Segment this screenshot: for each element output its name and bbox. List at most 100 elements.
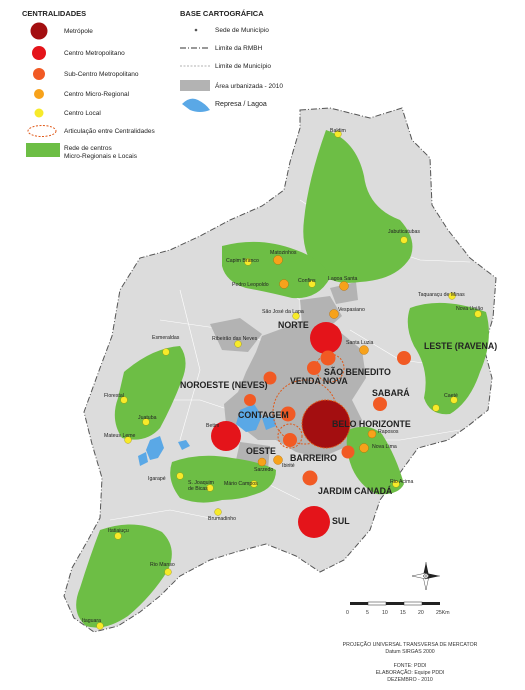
region-label: SABARÁ [372, 388, 410, 398]
place-label: Nova Lima [372, 444, 397, 450]
micro-regional-matozinhos-marker[interactable] [273, 255, 283, 265]
region-label: LESTE (RAVENA) [424, 341, 497, 351]
scale-tick: 5 [366, 610, 369, 616]
sub-centro-oeste-marker[interactable] [283, 433, 297, 447]
micro-regional-sarzedo-marker[interactable] [257, 457, 267, 467]
local-center-marker[interactable] [114, 532, 122, 540]
footer-projection: PROJEÇÃO UNIVERSAL TRANSVERSA DE MERCATO… [343, 641, 478, 648]
region-label: SÃO BENEDITO [324, 367, 391, 377]
legend-item-label: Represa / Lagoa [215, 101, 267, 108]
centro-metropolitano-sul-marker[interactable] [298, 506, 330, 538]
legend-item-label: Limite da RMBH [215, 45, 263, 52]
scale-tick: 0 [346, 610, 349, 616]
local-center-marker[interactable] [234, 340, 242, 348]
place-label: Brumadinho [208, 516, 236, 522]
local-center-marker[interactable] [124, 436, 132, 444]
place-label: Ibirité [282, 463, 295, 469]
place-label: Rio Manso [150, 562, 175, 568]
local-center-marker[interactable] [308, 280, 316, 288]
legend-network-swatch [26, 143, 60, 157]
region-labels: NORTE SÃO BENEDITO LESTE (RAVENA) NOROES… [180, 320, 497, 526]
sub-centro-sao-benedito-marker[interactable] [320, 350, 336, 366]
local-center-marker[interactable] [142, 418, 150, 426]
legend-network-label: Rede de centros Micro-Regionais e Locais [64, 145, 138, 160]
micro-regional-nova-lima-marker[interactable] [359, 443, 369, 453]
region-label: NOROESTE (NEVES) [180, 380, 268, 390]
legend-base-title: BASE CARTOGRÁFICA [180, 9, 264, 18]
metropole-marker[interactable] [301, 399, 351, 449]
sub-centro-venda-nova-marker[interactable] [307, 361, 321, 375]
local-center-marker[interactable] [292, 312, 300, 320]
legend-network-line2: Micro-Regionais e Locais [64, 153, 138, 160]
place-label: Betim [206, 423, 219, 429]
sub-centro-barreiro-marker[interactable] [302, 470, 318, 486]
local-center-marker[interactable] [392, 480, 400, 488]
legend-item-label: Área urbanizada - 2010 [215, 81, 283, 90]
place-label: Itatiaiuçu [108, 528, 129, 534]
local-center-marker[interactable] [474, 310, 482, 318]
place-label: Sarzedo [254, 467, 273, 473]
legend-sede-swatch [194, 28, 198, 32]
legend-urban-swatch [180, 80, 210, 91]
legend-local-swatch [34, 108, 44, 118]
footer-datum: Datum SIRGAS 2000 [385, 649, 434, 655]
footer-elaboration: ELABORAÇÃO: Equipe PDDI [376, 669, 445, 676]
legend-micro-regional-swatch [34, 89, 44, 99]
micro-regional-vespasiano-marker[interactable] [329, 309, 339, 319]
place-label: Lagoa Santa [328, 276, 358, 282]
north-arrow-icon [411, 562, 440, 591]
local-center-marker[interactable] [400, 236, 408, 244]
local-center-marker[interactable] [164, 568, 172, 576]
legend-item-label: Sub-Centro Metropolitano [64, 71, 139, 78]
place-label: Esmeraldas [152, 335, 180, 341]
local-center-marker[interactable] [250, 480, 258, 488]
footer-notes: PROJEÇÃO UNIVERSAL TRANSVERSA DE MERCATO… [343, 641, 478, 683]
local-center-marker[interactable] [214, 508, 222, 516]
scale-tick: 10 [382, 610, 388, 616]
micro-regional-santa-luzia-marker[interactable] [359, 345, 369, 355]
local-center-marker[interactable] [448, 292, 456, 300]
local-center-marker[interactable] [244, 258, 252, 266]
place-label: S. Joaquim de Bicas [188, 480, 214, 492]
place-label: Pedro Leopoldo [232, 282, 269, 288]
local-center-marker[interactable] [432, 404, 440, 412]
footer-date: DEZEMBRO - 2010 [387, 677, 433, 683]
place-label-line: S. Joaquim [188, 480, 214, 486]
place-label: Jabuticatubas [388, 229, 420, 235]
scale-tick: 25Km [436, 610, 450, 616]
place-label: Juatuba [138, 415, 157, 421]
sub-centro-neves-marker[interactable] [263, 371, 277, 385]
legend-item-label: Centro Metropolitano [64, 50, 125, 57]
place-label: Mateus Leme [104, 433, 136, 439]
footer-source: FONTE: PDDI [394, 663, 427, 669]
region-label: BARREIRO [290, 453, 337, 463]
local-center-marker[interactable] [176, 472, 184, 480]
sub-centro-extra-marker[interactable] [244, 394, 256, 406]
centro-metropolitano-norte-marker[interactable] [310, 322, 342, 354]
micro-regional-pedro-leopoldo-marker[interactable] [279, 279, 289, 289]
micro-regional-lagoa-santa-marker[interactable] [339, 281, 349, 291]
sub-centro-sabara-marker[interactable] [373, 397, 387, 411]
local-center-marker[interactable] [450, 396, 458, 404]
sub-centro-jardim-canada-marker[interactable] [341, 445, 355, 459]
scale-bar: 0 5 10 15 20 25Km [346, 601, 450, 616]
legend-item-label: Metrópole [64, 28, 93, 35]
place-label: Capim Branco [226, 258, 259, 264]
place-label: Vespasiano [338, 307, 365, 313]
centro-metropolitano-betim-marker[interactable] [211, 421, 241, 451]
local-center-marker[interactable] [120, 396, 128, 404]
sub-centro-contagem-marker[interactable] [280, 406, 296, 422]
legend-articulation-swatch [27, 125, 57, 137]
local-center-marker[interactable] [162, 348, 170, 356]
sub-centro-leste-marker[interactable] [397, 351, 411, 365]
local-center-marker[interactable] [206, 484, 214, 492]
green-network [76, 130, 489, 628]
micro-regional-ibirite-marker[interactable] [273, 455, 283, 465]
micro-regional-raposos-marker[interactable] [367, 429, 377, 439]
local-center-marker[interactable] [334, 130, 342, 138]
place-label: São José da Lapa [262, 309, 304, 315]
local-center-marker[interactable] [96, 622, 104, 630]
legend-item-label: Centro Local [64, 110, 101, 117]
local-center-markers [96, 130, 482, 630]
place-label: Caeté [444, 393, 458, 399]
